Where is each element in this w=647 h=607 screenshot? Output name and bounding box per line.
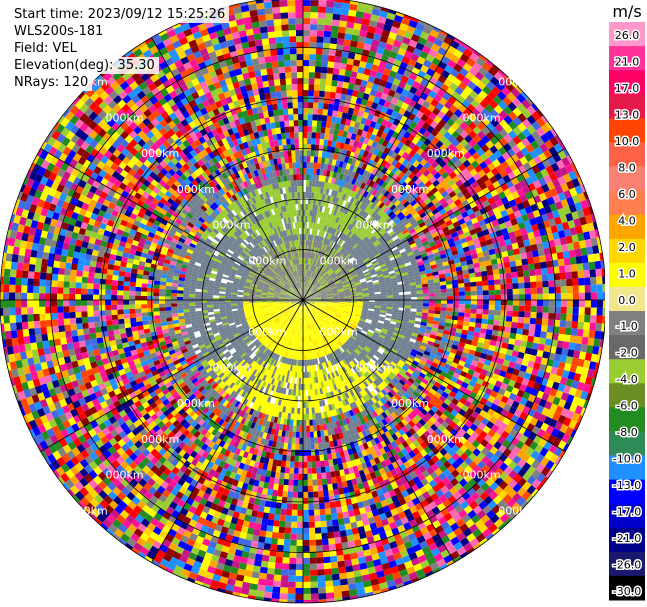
azimuth-spoke	[302, 148, 566, 301]
ring-label: 000km	[498, 504, 536, 517]
colorbar-swatch	[609, 503, 645, 529]
colorbar-tick-label: -6.0	[616, 400, 637, 413]
start-time-label: Start time: 2023/09/12 15:25:26	[10, 6, 230, 23]
colorbar-swatch	[609, 214, 645, 240]
ring-label: 000km	[141, 433, 179, 446]
colorbar-swatch	[609, 431, 645, 456]
colorbar-swatch	[609, 455, 645, 481]
colorbar-tick-label: -1.0	[616, 320, 637, 333]
ring-label: 000km	[105, 469, 143, 482]
elevation-label: Elevation(deg): 35.30	[10, 57, 159, 74]
colorbar-swatch	[609, 335, 645, 360]
ring-label: 000km	[391, 397, 429, 410]
colorbar-swatch	[609, 311, 645, 336]
velocity-gates	[0, 0, 605, 603]
colorbar-swatch	[609, 407, 645, 432]
azimuth-spoke	[151, 37, 304, 301]
ring-label: 000km	[355, 361, 393, 374]
colorbar: m/s 26.0 21.0 17.0 13.0 10.0 8.0 6.0 4.0 2.0 1.0 0.…	[609, 2, 645, 601]
colorbar-tick-label: 8.0	[618, 161, 636, 174]
colorbar-tick-label: 10.0	[615, 135, 640, 148]
colorbar-tick-label: -26.0	[613, 559, 641, 572]
colorbar-swatch	[609, 238, 645, 264]
azimuth-spoke	[40, 299, 304, 452]
colorbar-swatch	[609, 479, 645, 505]
colorbar-tick-label: -10.0	[613, 453, 641, 466]
ring-label: 000km	[320, 326, 358, 339]
colorbar-swatch	[609, 190, 645, 216]
colorbar-tick-label: 2.0	[618, 241, 636, 254]
colorbar-swatch	[609, 142, 645, 167]
ring-labels: 000km 000km 000km 000km 000km 000km 000km 000km…	[70, 76, 537, 518]
radar-ppi-plot: 000km 000km 000km 000km 000km 000km 000km 000km…	[0, 0, 605, 604]
colorbar-swatch	[609, 286, 645, 312]
colorbar-swatch	[609, 359, 645, 384]
colorbar-swatch	[609, 527, 645, 553]
colorbar-tick-label: -13.0	[613, 479, 641, 492]
colorbar-tick-label: 0.0	[618, 294, 636, 307]
ring-label: 000km	[320, 254, 358, 267]
colorbar-swatch	[609, 575, 645, 601]
ring-label: 000km	[177, 183, 215, 196]
colorbar-tick-label: 6.0	[618, 188, 636, 201]
colorbar-swatch	[609, 94, 645, 119]
ring-label: 000km	[391, 183, 429, 196]
azimuth-spoke	[302, 299, 455, 563]
ring-label: 000km	[105, 112, 143, 125]
colorbar-swatch	[609, 383, 645, 408]
ring-label: 000km	[248, 254, 286, 267]
colorbar-tick-label: 4.0	[618, 214, 636, 227]
colorbar-tick-label: 21.0	[615, 56, 640, 69]
colorbar-tick-label: 26.0	[615, 29, 640, 42]
nrays-label: NRays: 120	[10, 74, 93, 91]
instrument-label: WLS200s-181	[10, 23, 108, 40]
ring-label: 000km	[177, 397, 215, 410]
azimuth-spoke	[151, 299, 304, 563]
ring-label: 000km	[355, 219, 393, 232]
colorbar-tick-label: -4.0	[616, 373, 637, 386]
colorbar-tick-label: -17.0	[613, 506, 641, 519]
ring-label: 000km	[427, 433, 465, 446]
colorbar-swatch	[609, 262, 645, 288]
field-label: Field: VEL	[10, 40, 81, 57]
ring-label: 000km	[213, 361, 251, 374]
colorbar-tick-label: -8.0	[616, 426, 637, 439]
colorbar-swatch	[609, 166, 645, 192]
colorbar-unit: m/s	[612, 2, 641, 21]
ring-label: 000km	[213, 219, 251, 232]
colorbar-tick-label: 1.0	[618, 267, 636, 280]
colorbar-tick-label: -2.0	[616, 347, 637, 360]
ring-label: 000km	[427, 147, 465, 160]
colorbar-swatch	[609, 70, 645, 95]
ring-label: 000km	[248, 326, 286, 339]
colorbar-swatch	[609, 551, 645, 577]
ring-label: 000km	[141, 147, 179, 160]
colorbar-swatch	[609, 118, 645, 143]
azimuth-spoke	[302, 37, 455, 301]
ring-label: 000km	[462, 112, 500, 125]
colorbar-swatch	[609, 22, 645, 47]
colorbar-swatch	[609, 46, 645, 71]
colorbar-tick-label: -21.0	[613, 532, 641, 545]
colorbar-tick-label: -30.0	[613, 585, 641, 598]
ring-label: 000km	[498, 76, 536, 89]
colorbar-tick-label: 17.0	[615, 82, 640, 95]
azimuth-spoke	[40, 148, 304, 301]
ring-label: 000km	[462, 469, 500, 482]
colorbar-tick-label: 13.0	[615, 108, 640, 121]
azimuth-spokes	[0, 0, 605, 603]
ring-label: 000km	[70, 504, 108, 517]
azimuth-spoke	[302, 299, 566, 452]
